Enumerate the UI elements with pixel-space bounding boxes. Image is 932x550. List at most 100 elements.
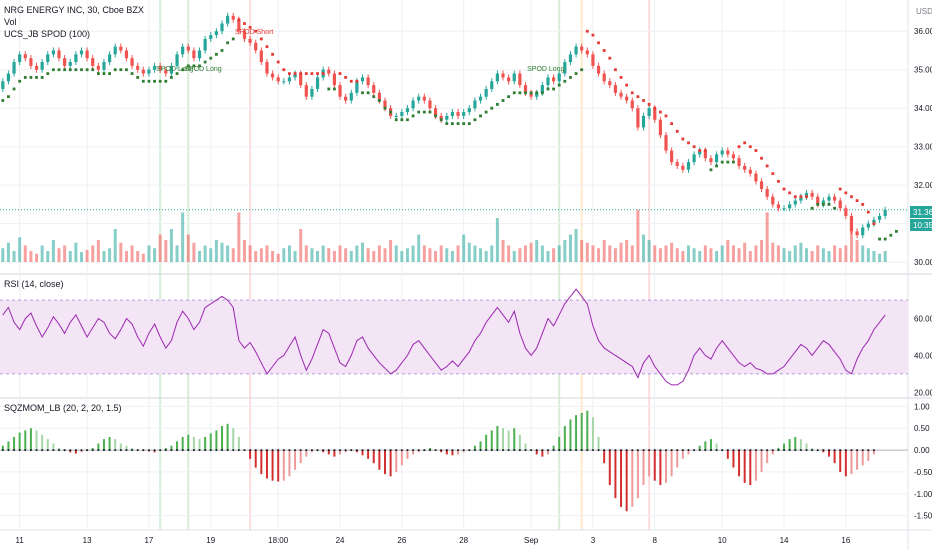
session-highlight — [558, 0, 561, 530]
candle-body — [85, 50, 89, 59]
candle-body — [433, 108, 438, 116]
volume-bar — [226, 245, 230, 262]
squeeze-dot — [41, 449, 44, 452]
candle-body — [270, 73, 275, 78]
candle-body — [529, 92, 533, 97]
volume-bar — [788, 251, 792, 262]
spod-long-marker — [529, 91, 533, 95]
momentum-bar — [131, 447, 134, 451]
spod-long-marker — [23, 76, 27, 79]
spod-short-marker — [614, 68, 617, 72]
momentum-bar — [620, 450, 623, 507]
spod-short-marker — [647, 102, 651, 106]
volume-bar — [715, 251, 719, 262]
squeeze-dot — [187, 449, 190, 452]
squeeze-dot — [833, 449, 836, 452]
squeeze-dot — [822, 449, 825, 452]
volume-bar — [40, 245, 44, 262]
squeeze-dot — [530, 449, 533, 452]
candle-body — [557, 73, 561, 82]
momentum-bar — [361, 450, 364, 456]
spod-stops — [1, 18, 898, 241]
volume-bar — [417, 234, 421, 262]
squeeze-dot — [344, 449, 347, 452]
momentum-bar — [1, 445, 4, 451]
volume-bar — [827, 251, 831, 262]
spod-long-marker — [462, 122, 466, 126]
squeeze-dot — [428, 449, 431, 452]
candle-body — [580, 46, 584, 51]
volume-bar — [158, 234, 162, 262]
spod-long-marker — [186, 64, 190, 68]
volume-bar — [518, 248, 522, 262]
momentum-bar — [457, 450, 460, 455]
volume-bar — [523, 245, 527, 262]
spod-short-marker — [293, 72, 297, 75]
spod-short-marker — [636, 95, 640, 99]
candle-body — [400, 112, 404, 116]
candle-body — [209, 35, 213, 39]
volume-bar — [670, 242, 674, 262]
momentum-bar — [754, 450, 757, 481]
candle-body — [226, 15, 230, 24]
spod-long-marker — [883, 237, 887, 241]
candle-body — [507, 77, 511, 82]
squeeze-dot — [867, 449, 870, 452]
rsi-series — [2, 288, 886, 386]
last-price-tag — [910, 206, 932, 218]
momentum-bar — [867, 450, 870, 461]
squeeze-dot — [327, 449, 330, 452]
spod-short-marker — [248, 25, 252, 29]
momentum-bar — [13, 436, 16, 451]
momentum-bar — [277, 450, 280, 482]
squeeze-dot — [254, 449, 257, 452]
volume-bar — [698, 251, 702, 262]
momentum-bar — [237, 436, 240, 451]
squeeze-dot — [462, 449, 465, 452]
volume-bar — [327, 248, 331, 262]
spod-long-marker — [394, 118, 398, 122]
candle-body — [248, 38, 252, 43]
momentum-bar — [535, 450, 538, 455]
squeeze-dot — [698, 449, 701, 452]
momentum-bar — [310, 450, 313, 453]
volume-bar — [636, 209, 640, 262]
volume-bar — [760, 240, 764, 262]
candle-body — [282, 81, 286, 83]
candle-body — [91, 58, 95, 66]
momentum-bar — [125, 445, 128, 451]
squeeze-dot — [485, 449, 488, 452]
momentum-bar — [670, 450, 673, 477]
momentum-bar — [299, 450, 302, 464]
candle-body — [855, 231, 859, 236]
volume-bar — [35, 253, 39, 262]
candle-body — [237, 19, 241, 32]
spod-short-marker — [299, 72, 303, 75]
volume-bar — [316, 251, 320, 262]
squeeze-dot — [86, 449, 89, 452]
volume-bar — [1, 248, 5, 262]
volume-bar — [479, 248, 483, 262]
price-tick-label: 33.00 — [914, 143, 932, 152]
volume-bar — [293, 251, 297, 262]
volume-bar — [332, 251, 336, 262]
candle-body — [450, 112, 455, 116]
spod-long-marker — [451, 122, 454, 126]
candle-body — [478, 96, 483, 101]
candle-body — [366, 77, 370, 86]
candle-body — [265, 62, 269, 74]
squeeze-dot — [524, 449, 527, 452]
momentum-bar — [676, 450, 679, 468]
volume-bar — [692, 248, 696, 262]
countdown-value: 10:35 — [913, 221, 932, 230]
spod-long-marker — [580, 68, 584, 72]
candle-body — [23, 54, 27, 59]
candle-body — [6, 73, 11, 82]
candle-body — [68, 62, 72, 66]
candle-body — [57, 50, 61, 59]
momentum-histogram — [0, 410, 908, 512]
squeeze-dot — [52, 449, 55, 452]
volume-bar — [124, 251, 128, 262]
